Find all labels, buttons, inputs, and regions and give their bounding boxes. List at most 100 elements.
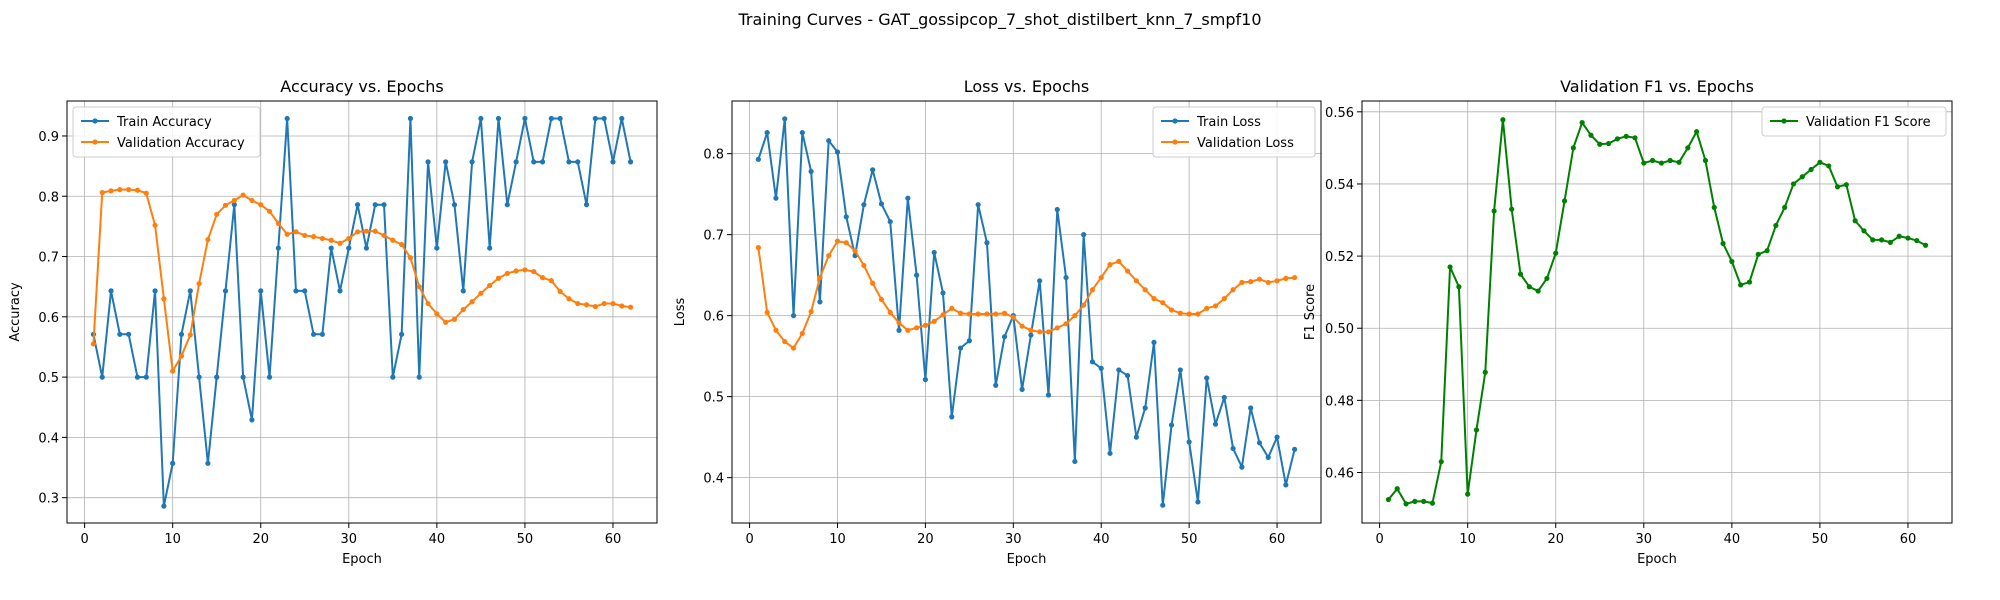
data-point bbox=[390, 374, 396, 380]
data-point bbox=[1632, 135, 1638, 141]
x-tick-label: 20 bbox=[917, 532, 934, 547]
data-point bbox=[363, 245, 370, 251]
data-point bbox=[1265, 454, 1271, 460]
data-point bbox=[469, 299, 475, 305]
data-point bbox=[531, 159, 537, 165]
data-point bbox=[755, 156, 761, 162]
data-point bbox=[1151, 296, 1157, 302]
data-point bbox=[1107, 450, 1113, 456]
data-point bbox=[1421, 498, 1427, 504]
data-point bbox=[1614, 136, 1620, 142]
data-point bbox=[557, 288, 563, 295]
data-point bbox=[610, 300, 616, 307]
data-point bbox=[1553, 250, 1559, 256]
y-tick-label: 0.6 bbox=[703, 310, 724, 325]
data-point bbox=[196, 374, 202, 380]
data-point bbox=[460, 306, 466, 313]
data-point bbox=[1212, 421, 1219, 427]
data-point bbox=[513, 268, 519, 274]
data-point bbox=[487, 245, 493, 251]
data-point bbox=[1914, 237, 1920, 244]
data-point bbox=[583, 202, 590, 208]
data-point bbox=[1887, 239, 1893, 245]
data-point bbox=[443, 319, 449, 325]
data-point bbox=[478, 115, 484, 122]
data-point bbox=[1526, 284, 1532, 290]
data-point bbox=[1826, 163, 1832, 169]
data-point bbox=[1195, 311, 1201, 317]
data-point bbox=[539, 159, 546, 165]
data-point bbox=[266, 208, 273, 214]
legend-box bbox=[72, 106, 261, 158]
data-point bbox=[940, 290, 946, 296]
data-point bbox=[152, 288, 158, 294]
plot-frame bbox=[66, 100, 658, 524]
x-tick-label: 60 bbox=[605, 532, 622, 547]
data-point bbox=[878, 296, 885, 303]
data-point bbox=[513, 159, 519, 165]
data-point bbox=[187, 332, 193, 338]
data-point bbox=[1081, 232, 1087, 238]
data-point bbox=[799, 129, 805, 136]
data-point bbox=[346, 245, 352, 251]
data-point bbox=[966, 311, 972, 317]
data-point bbox=[302, 288, 308, 294]
data-point bbox=[108, 288, 114, 294]
data-point bbox=[1500, 117, 1506, 123]
data-point bbox=[782, 116, 788, 122]
x-tick-label: 30 bbox=[341, 532, 358, 547]
data-point bbox=[337, 240, 343, 246]
data-point bbox=[240, 374, 246, 380]
data-point bbox=[205, 460, 211, 466]
data-point bbox=[1274, 434, 1280, 440]
data-point bbox=[275, 220, 281, 226]
data-point bbox=[1641, 160, 1647, 166]
data-point bbox=[170, 368, 176, 374]
data-point bbox=[1817, 159, 1823, 165]
x-tick-label: 40 bbox=[429, 532, 446, 547]
data-point bbox=[337, 288, 343, 294]
data-point bbox=[407, 115, 414, 122]
data-point bbox=[1491, 208, 1497, 214]
data-point bbox=[1676, 159, 1682, 165]
data-point bbox=[90, 341, 97, 347]
data-point bbox=[1544, 275, 1550, 282]
data-point bbox=[1248, 405, 1254, 411]
legend-box bbox=[1152, 106, 1316, 158]
data-point bbox=[1746, 279, 1753, 285]
data-point bbox=[834, 238, 841, 244]
data-point bbox=[416, 374, 422, 380]
data-point bbox=[117, 331, 123, 337]
data-point bbox=[993, 382, 999, 388]
data-point bbox=[627, 159, 634, 165]
data-point bbox=[319, 235, 325, 242]
data-point bbox=[1124, 268, 1131, 274]
data-point bbox=[914, 325, 920, 331]
x-axis-label: Epoch bbox=[342, 552, 382, 567]
data-point bbox=[861, 262, 867, 269]
data-point bbox=[1037, 278, 1043, 284]
data-point bbox=[782, 338, 788, 345]
legend-marker bbox=[1781, 118, 1787, 124]
data-point bbox=[354, 202, 361, 208]
data-point bbox=[1456, 284, 1462, 290]
data-point bbox=[205, 237, 211, 243]
data-point bbox=[187, 288, 193, 294]
data-point bbox=[826, 253, 832, 259]
data-point bbox=[196, 281, 202, 287]
data-point bbox=[1694, 129, 1700, 135]
y-tick-label: 0.4 bbox=[703, 472, 724, 487]
y-tick-label: 0.8 bbox=[38, 190, 59, 205]
data-point bbox=[293, 229, 299, 235]
data-point bbox=[258, 202, 264, 208]
data-point bbox=[495, 115, 502, 122]
data-point bbox=[381, 202, 387, 208]
data-point bbox=[249, 417, 255, 423]
x-tick-label: 50 bbox=[517, 532, 534, 547]
data-point bbox=[1098, 274, 1104, 281]
series-line-1 bbox=[92, 117, 632, 508]
data-point bbox=[1221, 394, 1227, 401]
data-point bbox=[117, 187, 123, 193]
data-point bbox=[931, 318, 937, 324]
data-point bbox=[1133, 278, 1139, 284]
